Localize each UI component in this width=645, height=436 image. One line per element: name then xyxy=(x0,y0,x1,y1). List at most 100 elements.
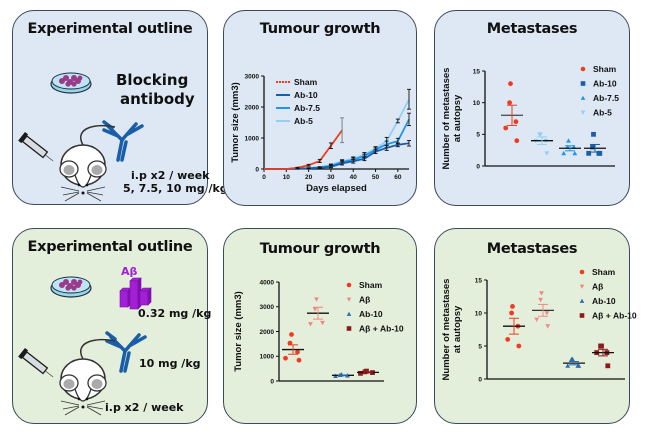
data-point xyxy=(283,355,288,361)
x-tick-label: 20 xyxy=(305,174,313,181)
panel-title: Experimental outline xyxy=(27,21,193,37)
legend-marker xyxy=(346,311,352,316)
data-point xyxy=(308,322,313,327)
legend-marker xyxy=(580,95,586,100)
petri-dish-icon xyxy=(50,72,92,94)
data-point xyxy=(576,363,582,368)
legend-marker xyxy=(346,326,352,331)
y-tick-label: 5 xyxy=(476,132,480,139)
legend-label: Ab-5 xyxy=(294,116,313,126)
y-tick-label: 3000 xyxy=(245,73,260,80)
legend-label: Ab-5 xyxy=(593,108,612,118)
treatment-label-line2: antibody xyxy=(120,90,195,108)
legend-marker xyxy=(346,282,352,288)
data-point xyxy=(544,311,550,316)
y-tick-label: 2000 xyxy=(260,329,275,336)
panel-title: Metastases xyxy=(486,21,578,37)
schedule-label: i.p x2 / week xyxy=(105,401,184,414)
y-tick-label: 0 xyxy=(255,166,259,173)
data-point xyxy=(544,151,550,156)
panel-title: Tumour growth xyxy=(259,241,381,257)
legend-marker xyxy=(580,81,586,86)
bottom-outline-panel: Experimental outline Aβ 0.32 mg /kg 10 m… xyxy=(12,228,212,424)
y-axis-label: Number of metastasesat autopsy xyxy=(441,68,463,170)
y-tick-label: 1000 xyxy=(260,354,275,361)
data-point xyxy=(296,357,302,363)
tumour-growth-line-chart: 0 1000 2000 3000 Tumor size (mm3) 0 10 20 30 40 50… xyxy=(230,73,411,194)
data-point xyxy=(590,144,595,150)
x-tick-label: 0 xyxy=(262,174,266,181)
y-tick-label: 4000 xyxy=(260,279,275,286)
y-tick-label: 1000 xyxy=(245,135,260,142)
abeta-label: Aβ xyxy=(121,265,138,278)
data-point xyxy=(591,131,596,137)
x-tick-label: 40 xyxy=(350,174,358,181)
y-tick-label: 5 xyxy=(478,343,482,350)
antibody-dose-label: 10 mg /kg xyxy=(139,357,201,370)
antibody-icon xyxy=(105,331,147,373)
y-axis-label: Number of metastasesat autopsy xyxy=(441,279,463,381)
data-point xyxy=(539,291,544,296)
data-point xyxy=(312,307,318,312)
y-tick-label: 0 xyxy=(476,163,480,170)
petri-dish-icon xyxy=(50,276,92,298)
syringe-icon xyxy=(18,131,54,162)
legend-marker xyxy=(580,110,586,115)
x-axis-label: Days elapsed xyxy=(306,183,367,194)
legend-label: Sham xyxy=(294,77,318,87)
data-point xyxy=(510,304,515,309)
legend-label: Ab-10 xyxy=(359,309,383,319)
tumour-size-scatter-chart: 0 1000 2000 3000 4000 Tumor size (mm3) Sham Aβ A… xyxy=(233,279,404,385)
data-point xyxy=(295,349,300,355)
x-tick-label: 60 xyxy=(394,174,402,181)
legend-marker xyxy=(579,269,585,275)
legend-label: Ab-7.5 xyxy=(294,103,320,113)
legend-label: Aβ + Ab-10 xyxy=(359,324,404,334)
data-point xyxy=(320,320,325,326)
legend-label: Aβ xyxy=(592,282,603,292)
data-point xyxy=(598,343,603,349)
legend-label: Ab-7.5 xyxy=(593,93,619,103)
antibody-icon xyxy=(102,120,144,162)
panel-title: Metastases xyxy=(486,241,578,257)
x-tick-label: 30 xyxy=(327,174,335,181)
panel-title: Experimental outline xyxy=(27,239,193,255)
data-point xyxy=(289,332,294,337)
data-point xyxy=(534,317,540,322)
data-point xyxy=(569,356,574,362)
bottom-metastases-panel: Metastases 0 5 10 15 Number of metastasesat … xyxy=(434,228,637,424)
abeta-dose-label: 0.32 mg /kg xyxy=(138,307,212,320)
mouse-icon xyxy=(59,124,116,202)
legend-label: Ab-10 xyxy=(593,79,617,89)
data-point xyxy=(509,310,514,316)
legend-marker xyxy=(346,297,352,302)
data-point xyxy=(513,119,519,125)
y-tick-label: 0 xyxy=(270,378,274,385)
legend-label: Sham xyxy=(593,64,617,74)
top-tumour-panel: Tumour growth 0 1000 2000 3000 Tumor size (m… xyxy=(223,10,417,206)
x-tick-label: 50 xyxy=(372,174,380,181)
y-tick-label: 3000 xyxy=(260,304,275,311)
dose-label: 5, 7.5, 10 mg /kg xyxy=(123,182,228,195)
top-outline-panel: Experimental outline Blocking antibody i… xyxy=(12,10,228,205)
y-tick-label: 15 xyxy=(475,277,483,284)
data-point xyxy=(314,297,319,302)
data-point xyxy=(358,370,363,376)
y-axis-label: Tumor size (mm3) xyxy=(233,291,244,372)
legend-label: Ab-10 xyxy=(592,296,616,306)
top-metastases-panel: Metastases 0 5 10 15 Number of metastasesat … xyxy=(434,10,630,206)
legend-marker xyxy=(579,298,585,303)
data-point xyxy=(605,363,611,369)
treatment-label-line1: Blocking xyxy=(116,71,189,89)
legend-label: Ab-10 xyxy=(294,90,318,100)
data-point xyxy=(561,150,567,156)
data-point xyxy=(597,150,603,156)
bottom-tumour-panel: Tumour growth 0 1000 2000 3000 4000 Tumor siz… xyxy=(223,228,417,424)
y-tick-label: 2000 xyxy=(245,104,260,111)
data-point xyxy=(514,138,520,144)
legend-label: Aβ + Ab-10 xyxy=(592,311,637,321)
series-line-ab-10 xyxy=(264,142,410,170)
legend-label: Sham xyxy=(359,280,383,290)
series-line-sham xyxy=(264,129,343,170)
y-tick-label: 10 xyxy=(475,310,483,317)
